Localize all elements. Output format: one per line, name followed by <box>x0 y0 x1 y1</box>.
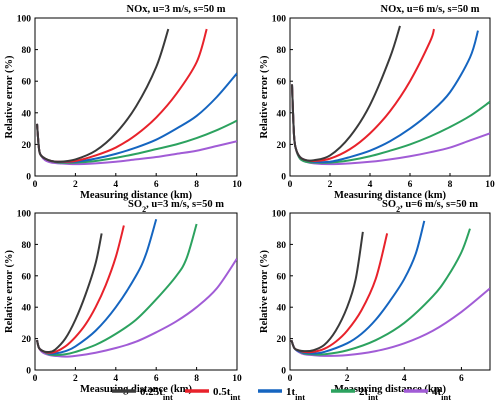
x-tick-label: 8 <box>194 180 199 190</box>
y-axis-label: Relative error (%) <box>259 55 270 138</box>
y-tick-label: 40 <box>22 304 32 314</box>
legend-item-5: 4tint <box>404 386 451 402</box>
x-tick-label: 2 <box>73 374 78 384</box>
plot-frame <box>34 212 238 371</box>
series-line-3 <box>290 220 426 355</box>
legend-item-2: 0.5tint <box>185 386 241 402</box>
x-tick-label: 6 <box>408 180 413 190</box>
x-tick-label: 10 <box>232 180 242 190</box>
series-line-1 <box>36 233 103 354</box>
legend: 0.25tint 0.5tint 1tint 2tint 4tint <box>112 386 451 402</box>
x-tick-label: 0 <box>33 180 38 190</box>
y-tick-label: 20 <box>22 141 32 151</box>
panel-title: NOx, u=3 m/s, s=50 m <box>127 4 226 15</box>
series-line-2 <box>291 28 435 163</box>
y-tick-label: 20 <box>277 335 287 345</box>
x-tick-label: 8 <box>194 374 199 384</box>
legend-label: 0.25tint <box>140 386 173 402</box>
y-tick-label: 100 <box>17 210 32 220</box>
x-tick-label: 6 <box>154 180 159 190</box>
series-line-4 <box>290 228 471 356</box>
y-tick-label: 40 <box>22 109 32 119</box>
y-axis-label: Relative error (%) <box>259 250 270 333</box>
legend-item-1: 0.25tint <box>112 386 173 402</box>
y-tick-label: 60 <box>22 78 32 88</box>
series-line-2 <box>36 225 125 354</box>
panel-title: NOx, u=6 m/s, s=50 m <box>381 4 480 15</box>
legend-label: 2tint <box>359 386 378 402</box>
x-tick-label: 8 <box>448 180 453 190</box>
x-tick-label: 6 <box>154 374 159 384</box>
y-tick-label: 100 <box>17 15 32 25</box>
x-tick-label: 2 <box>73 180 78 190</box>
series-line-1 <box>290 231 364 353</box>
y-tick-label: 40 <box>277 109 287 119</box>
plot-frame <box>34 17 238 177</box>
y-tick-label: 20 <box>277 141 287 151</box>
x-axis-label: Measuring distance (km) <box>80 190 192 201</box>
x-axis-label: Measuring distance (km) <box>334 190 446 201</box>
x-tick-label: 4 <box>402 374 407 384</box>
y-tick-label: 0 <box>26 367 31 377</box>
series-line-5 <box>291 84 490 166</box>
series-line-3 <box>291 30 479 164</box>
series-line-5 <box>36 123 237 166</box>
y-tick-label: 80 <box>22 241 32 251</box>
plot-frame <box>289 17 491 177</box>
x-axis-label: Measuring distance (km) <box>334 384 446 395</box>
y-tick-label: 0 <box>26 173 31 183</box>
legend-label: 4tint <box>432 386 451 402</box>
x-tick-label: 4 <box>113 374 118 384</box>
x-tick-label: 4 <box>368 180 373 190</box>
legend-label: 1tint <box>286 386 305 402</box>
y-axis-label: Relative error (%) <box>4 250 15 333</box>
x-tick-label: 10 <box>485 180 495 190</box>
x-tick-label: 0 <box>33 374 38 384</box>
series-line-2 <box>36 28 208 163</box>
y-tick-label: 100 <box>272 210 287 220</box>
y-tick-label: 80 <box>277 241 287 251</box>
legend-item-3: 1tint <box>258 386 305 402</box>
series-line-4 <box>291 84 490 164</box>
x-tick-label: 0 <box>288 180 293 190</box>
x-tick-label: 2 <box>345 374 350 384</box>
legend-label: 0.5tint <box>213 386 241 402</box>
panel-title: SO2, u=6 m/s, s=50 m <box>382 199 478 214</box>
x-tick-label: 4 <box>113 180 118 190</box>
y-tick-label: 0 <box>281 173 286 183</box>
series-line-1 <box>291 25 401 162</box>
y-tick-label: 20 <box>22 335 32 345</box>
x-tick-label: 10 <box>232 374 242 384</box>
series-line-3 <box>36 219 158 355</box>
x-tick-label: 0 <box>288 374 293 384</box>
y-tick-label: 0 <box>281 367 286 377</box>
y-tick-label: 80 <box>22 46 32 56</box>
x-tick-label: 2 <box>328 180 333 190</box>
y-axis-label: Relative error (%) <box>4 55 15 138</box>
y-tick-label: 40 <box>277 304 287 314</box>
y-tick-label: 100 <box>272 15 287 25</box>
plot-frame <box>289 212 491 371</box>
x-axis-label: Measuring distance (km) <box>80 384 192 395</box>
y-tick-label: 60 <box>22 272 32 282</box>
series-line-5 <box>36 257 237 358</box>
y-tick-label: 60 <box>277 78 287 88</box>
panel-title: SO2, u=3 m/s, s=50 m <box>128 199 224 214</box>
legend-item-4: 2tint <box>331 386 378 402</box>
series-line-4 <box>36 119 237 164</box>
y-tick-label: 80 <box>277 46 287 56</box>
series-line-2 <box>290 233 389 354</box>
y-tick-label: 60 <box>277 272 287 282</box>
series-line-4 <box>36 223 198 357</box>
series-line-1 <box>36 28 170 163</box>
x-tick-label: 6 <box>459 374 464 384</box>
